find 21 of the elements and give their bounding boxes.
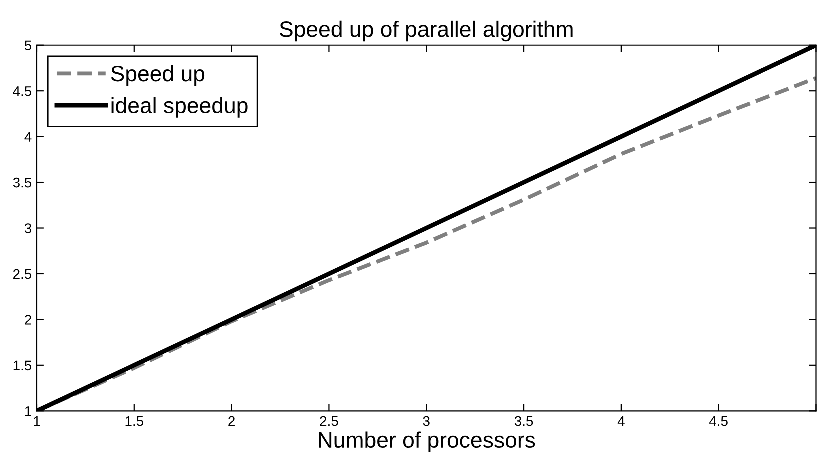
x-axis-title: Number of processors: [319, 432, 536, 452]
x-tick-label: 2.5: [320, 416, 338, 426]
y-tick-label: 5: [24, 40, 32, 51]
x-tick-label: 4: [618, 416, 625, 426]
x-tick-label: 1: [34, 416, 40, 426]
x-tick-label: 1.5: [126, 416, 144, 426]
chart-title: Speed up of parallel algorithm: [280, 20, 573, 42]
legend-label: Speed up: [111, 65, 205, 86]
y-tick-label: 2: [25, 315, 32, 325]
y-tick-label: 3.5: [13, 178, 32, 188]
x-tick-label: 3.5: [514, 416, 534, 426]
x-tick-label: 4.5: [710, 416, 728, 426]
y-tick-label: 1.5: [14, 360, 32, 371]
y-tick-label: 4: [24, 132, 32, 142]
y-tick-label: 2.5: [14, 269, 32, 280]
x-tick-label: 2: [228, 416, 235, 426]
y-tick-label: 1: [25, 406, 32, 416]
legend-label: ideal speedup: [112, 97, 248, 118]
y-tick-label: 4.5: [13, 86, 32, 96]
y-tick-label: 3: [24, 224, 32, 234]
x-tick-label: 3: [423, 416, 430, 426]
